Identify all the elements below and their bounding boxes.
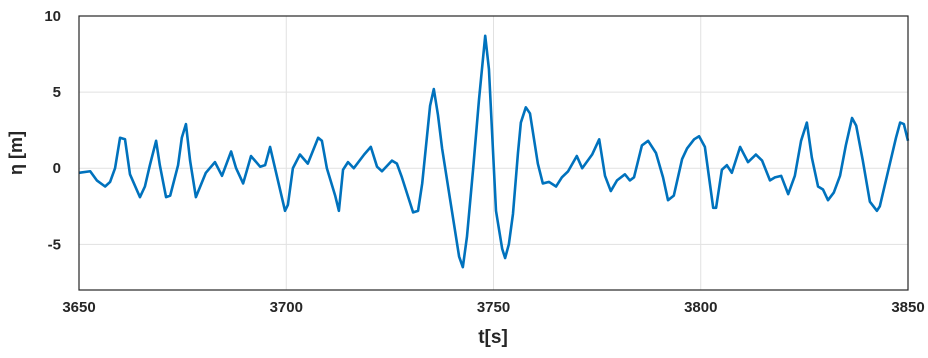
x-axis-label: t[s] <box>478 327 508 348</box>
y-tick-label: 10 <box>44 8 61 25</box>
x-tick-label: 3650 <box>62 299 95 316</box>
plot-frame <box>78 15 909 291</box>
x-tick-label: 3800 <box>684 299 717 316</box>
x-tick-label: 3850 <box>891 299 924 316</box>
y-axis-label: η [m] <box>6 131 26 175</box>
x-tick-label: 3750 <box>477 299 510 316</box>
data-line <box>78 34 910 269</box>
x-tick-label: 3700 <box>270 299 303 316</box>
y-tick-label: 5 <box>53 84 61 101</box>
y-tick-label: -5 <box>48 236 61 253</box>
y-tick-label: 0 <box>53 160 61 177</box>
